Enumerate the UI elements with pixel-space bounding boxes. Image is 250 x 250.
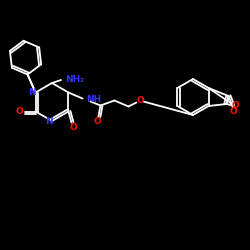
- Text: O: O: [16, 107, 24, 116]
- Text: O: O: [70, 123, 77, 132]
- Text: N: N: [45, 118, 53, 126]
- Text: O: O: [232, 100, 239, 110]
- Text: NH: NH: [86, 95, 102, 104]
- Text: O: O: [230, 108, 237, 116]
- Text: NH₂: NH₂: [65, 74, 84, 84]
- Text: O: O: [94, 117, 101, 126]
- Text: N: N: [28, 88, 35, 97]
- Text: O: O: [136, 96, 144, 105]
